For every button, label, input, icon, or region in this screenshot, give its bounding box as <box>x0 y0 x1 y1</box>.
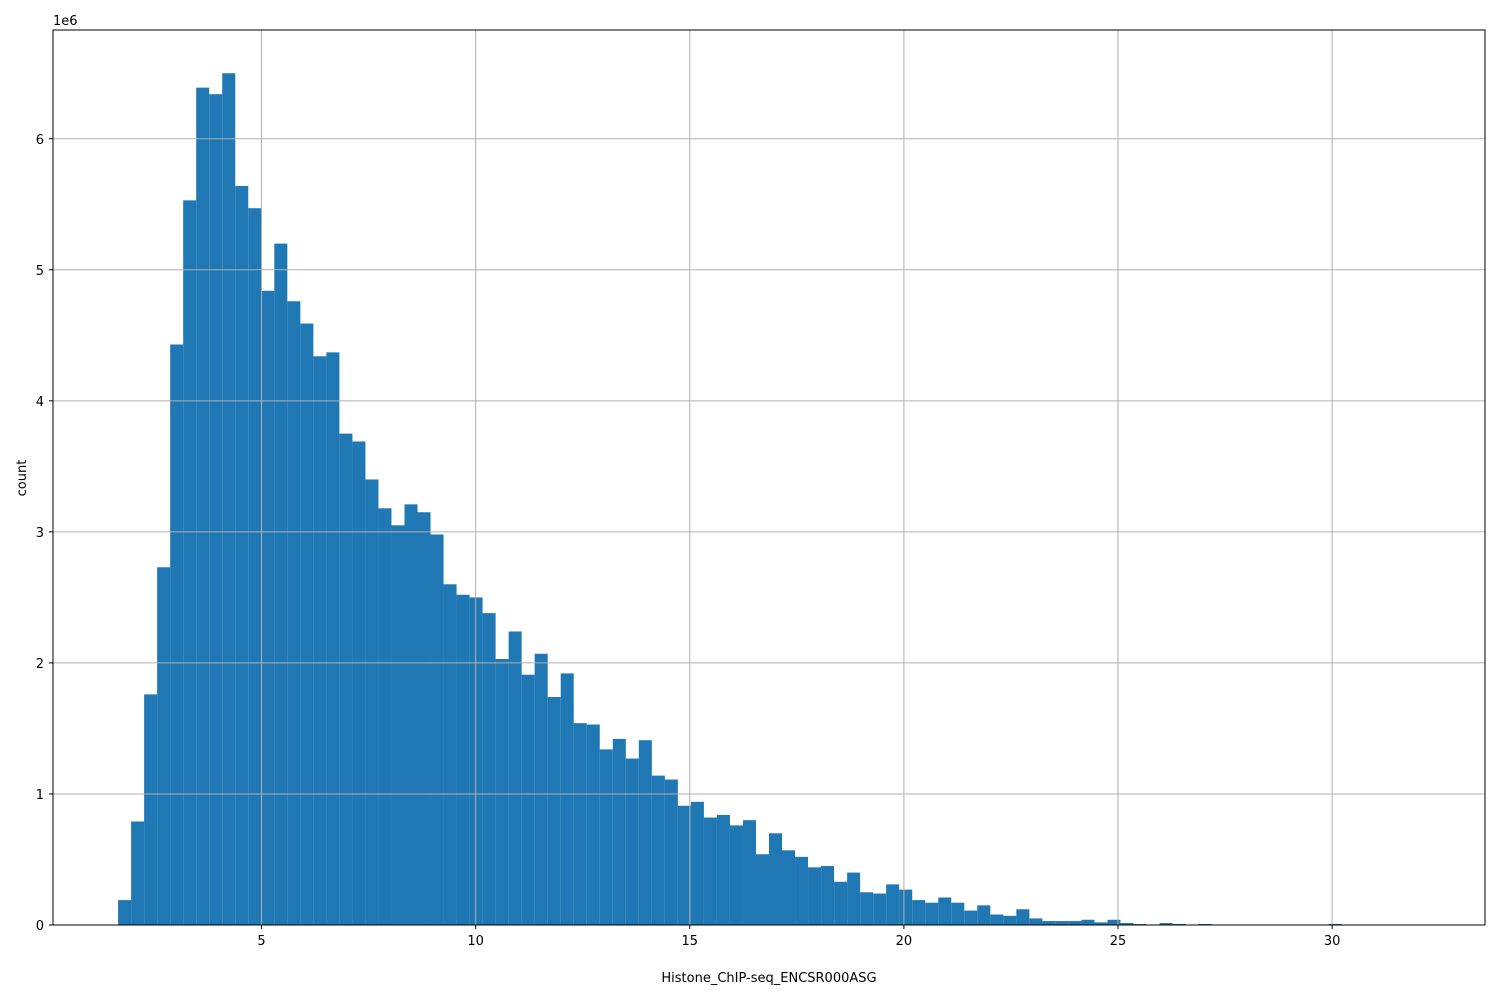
bar <box>352 441 366 925</box>
bar <box>1107 919 1121 925</box>
y-tick-label: 1 <box>36 788 44 803</box>
bar <box>300 323 314 925</box>
x-tick-label: 10 <box>467 934 484 949</box>
bar <box>573 723 587 925</box>
bar <box>977 905 991 925</box>
bar <box>912 900 926 925</box>
bar <box>365 479 379 925</box>
bar <box>782 850 796 925</box>
bar <box>638 740 652 925</box>
bar <box>404 504 418 925</box>
bar <box>612 738 626 925</box>
bar <box>755 854 769 925</box>
x-tick-label: 20 <box>896 934 913 949</box>
bar <box>248 208 262 926</box>
bar <box>886 884 900 925</box>
bar <box>586 724 600 925</box>
y-tick-label: 0 <box>36 919 44 934</box>
bar <box>1003 915 1017 925</box>
bar <box>378 508 392 925</box>
bar <box>847 872 861 925</box>
bar <box>482 613 496 925</box>
bar <box>1081 919 1095 925</box>
bar <box>1016 909 1030 925</box>
bar <box>170 344 184 925</box>
bar <box>951 902 965 925</box>
bar <box>599 749 613 925</box>
bar <box>430 534 444 925</box>
bar <box>742 820 756 925</box>
bar <box>1172 923 1186 925</box>
bar <box>1120 923 1134 925</box>
bar <box>1198 923 1212 925</box>
bar <box>209 94 223 926</box>
bar <box>664 779 678 925</box>
bar <box>1094 922 1108 925</box>
y-tick-label: 5 <box>36 264 44 279</box>
bar <box>899 889 913 925</box>
bar <box>677 805 691 925</box>
bar <box>235 185 249 926</box>
y-tick-label: 4 <box>36 395 44 410</box>
bar <box>964 910 978 925</box>
x-axis-label: Histone_ChIP-seq_ENCSR000ASG <box>661 971 876 986</box>
bar <box>339 433 353 925</box>
bar <box>1029 918 1043 925</box>
bar <box>938 897 952 925</box>
bar <box>287 301 301 925</box>
bar <box>534 653 548 925</box>
bar <box>495 658 509 925</box>
y-tick-label: 6 <box>36 133 44 148</box>
bar <box>1159 923 1173 925</box>
bar <box>222 73 236 925</box>
bar <box>131 821 145 925</box>
bar <box>508 631 522 925</box>
y-tick-label: 3 <box>36 526 44 541</box>
bar <box>560 673 574 925</box>
bar <box>625 758 639 925</box>
bar <box>261 290 275 925</box>
bar <box>703 817 717 925</box>
bar <box>925 902 939 925</box>
bar <box>183 200 197 926</box>
x-tick-label: 5 <box>257 934 265 949</box>
x-tick-label: 25 <box>1110 934 1127 949</box>
bar <box>157 567 171 925</box>
bar <box>860 892 874 925</box>
bar <box>417 512 431 925</box>
bar <box>651 775 665 925</box>
bar <box>769 833 783 925</box>
bar <box>144 694 158 925</box>
x-tick-label: 30 <box>1324 934 1341 949</box>
bar <box>821 866 835 925</box>
bar <box>834 881 848 925</box>
x-tick-label: 15 <box>682 934 699 949</box>
bar <box>1042 921 1056 925</box>
plot-frame <box>52 29 1486 926</box>
bar <box>1055 921 1069 925</box>
bar <box>326 352 340 925</box>
bar <box>456 594 470 925</box>
bar <box>547 696 561 925</box>
bar <box>873 893 887 925</box>
bar <box>313 356 327 925</box>
bar <box>521 674 535 925</box>
y-offset-label: 1e6 <box>53 14 78 29</box>
bar <box>1068 921 1082 925</box>
bar <box>274 243 288 926</box>
bar <box>729 825 743 925</box>
bar <box>118 900 132 925</box>
bar <box>808 867 822 925</box>
bar <box>716 814 730 925</box>
y-axis-label: count <box>15 460 30 497</box>
bar <box>990 914 1004 925</box>
bar <box>690 801 704 925</box>
bar <box>795 856 809 925</box>
bar <box>196 87 210 925</box>
bar <box>391 525 405 925</box>
bar <box>443 584 457 925</box>
bar <box>1328 923 1342 925</box>
y-tick-label: 2 <box>36 657 44 672</box>
